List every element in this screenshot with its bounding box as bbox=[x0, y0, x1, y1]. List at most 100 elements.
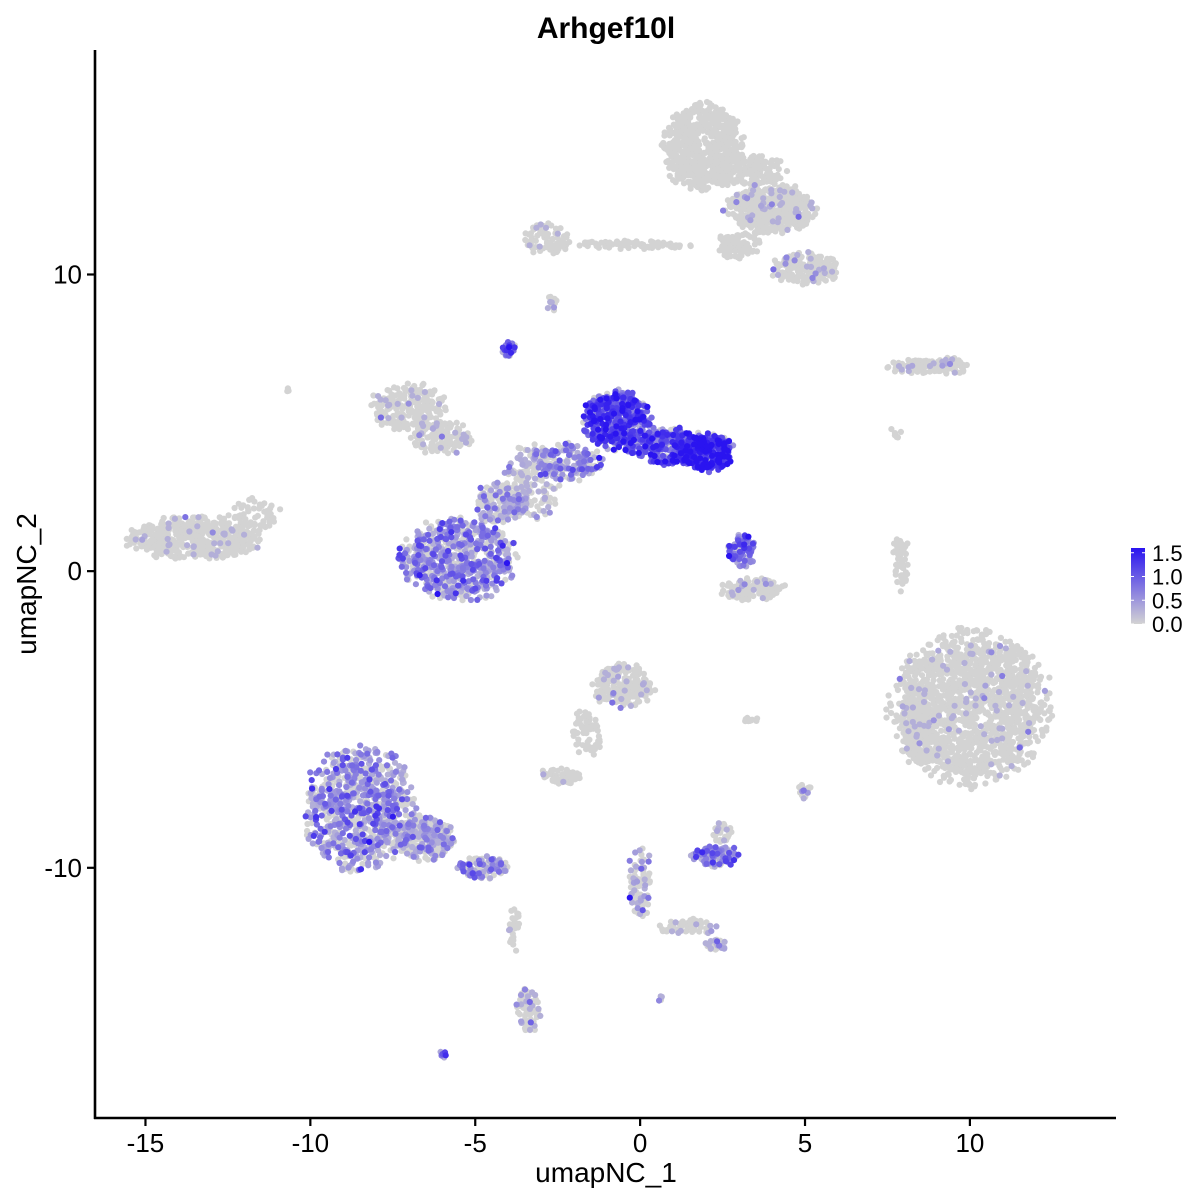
cell-point bbox=[754, 170, 761, 177]
cell-point bbox=[1036, 716, 1044, 723]
cell-point bbox=[987, 769, 994, 776]
cell-point bbox=[503, 480, 511, 487]
cell-point bbox=[606, 239, 613, 246]
cell-point bbox=[883, 714, 890, 721]
cell-point bbox=[143, 544, 150, 551]
cell-point bbox=[666, 172, 673, 180]
cell-point bbox=[407, 408, 414, 415]
cell-point bbox=[681, 134, 689, 142]
cell-point bbox=[631, 243, 638, 250]
cell-point bbox=[158, 521, 165, 529]
cell-point bbox=[668, 153, 675, 160]
cell-point bbox=[983, 654, 990, 662]
cell-point bbox=[1003, 773, 1010, 780]
cell-point bbox=[566, 239, 573, 246]
cell-point bbox=[738, 144, 745, 151]
cell-point bbox=[517, 445, 524, 452]
cell-point bbox=[1004, 736, 1012, 744]
cell-point bbox=[249, 495, 256, 502]
cell-point bbox=[973, 736, 980, 743]
cell-point bbox=[936, 778, 944, 786]
cell-point bbox=[1046, 674, 1053, 681]
cell-point bbox=[613, 240, 620, 247]
cell-point bbox=[512, 551, 519, 558]
cell-point bbox=[743, 201, 750, 208]
cell-point bbox=[199, 528, 206, 536]
cell-point bbox=[774, 171, 781, 178]
cell-point bbox=[898, 579, 905, 586]
cell-point bbox=[799, 219, 807, 227]
cell-point bbox=[997, 764, 1004, 771]
cell-point bbox=[772, 225, 779, 232]
cell-point bbox=[240, 502, 247, 509]
cell-point bbox=[958, 693, 965, 700]
cell-point bbox=[528, 237, 535, 244]
cell-point bbox=[422, 519, 430, 526]
cell-point bbox=[664, 147, 671, 154]
cell-point bbox=[917, 680, 924, 687]
cell-point bbox=[962, 722, 969, 729]
cell-point bbox=[720, 129, 727, 136]
cell-point bbox=[422, 449, 429, 456]
cell-point bbox=[1029, 653, 1036, 660]
cell-point bbox=[996, 650, 1003, 657]
chart-title: Arhgef10l bbox=[537, 12, 675, 45]
cell-point bbox=[264, 512, 271, 519]
cell-point bbox=[927, 664, 934, 671]
cell-point bbox=[192, 538, 199, 545]
cell-point bbox=[548, 222, 555, 229]
cell-point bbox=[947, 689, 954, 697]
cell-point bbox=[530, 249, 537, 256]
cell-point bbox=[950, 680, 957, 687]
cell-point bbox=[741, 165, 748, 172]
cell-point bbox=[388, 391, 395, 398]
cell-point bbox=[260, 522, 267, 529]
cell-point bbox=[672, 157, 680, 164]
cell-point bbox=[242, 549, 249, 556]
cell-point bbox=[715, 136, 722, 143]
cell-point bbox=[1014, 676, 1021, 683]
cell-point bbox=[902, 685, 909, 692]
cell-point bbox=[534, 232, 541, 239]
cell-point bbox=[588, 238, 596, 245]
cell-point bbox=[576, 477, 583, 484]
cell-point bbox=[709, 169, 716, 176]
cell-point bbox=[935, 692, 942, 699]
cell-point bbox=[821, 259, 829, 266]
cell-point bbox=[1035, 661, 1042, 668]
cell-point bbox=[729, 130, 737, 137]
cell-point bbox=[370, 392, 377, 399]
cell-point bbox=[206, 523, 213, 531]
data-points bbox=[123, 98, 1056, 1061]
cell-point bbox=[687, 136, 694, 144]
cell-point bbox=[704, 112, 712, 119]
cell-point bbox=[239, 524, 246, 531]
cell-point bbox=[990, 729, 997, 736]
cell-point bbox=[1003, 708, 1010, 716]
cell-point bbox=[739, 223, 746, 231]
cell-point bbox=[957, 359, 964, 366]
cell-point bbox=[594, 448, 601, 455]
cell-point bbox=[760, 179, 767, 186]
cell-point bbox=[935, 697, 942, 704]
cell-point bbox=[719, 581, 726, 589]
cell-point bbox=[424, 434, 431, 441]
cell-point bbox=[997, 634, 1005, 642]
cell-point bbox=[552, 225, 560, 232]
cell-point bbox=[1000, 744, 1007, 751]
cell-point bbox=[896, 540, 903, 547]
cell-point bbox=[970, 774, 977, 782]
cell-point bbox=[1010, 714, 1017, 721]
cell-point bbox=[885, 692, 892, 699]
cell-point bbox=[1049, 712, 1056, 719]
cell-point bbox=[1047, 704, 1054, 711]
cell-point bbox=[202, 548, 209, 555]
cell-point bbox=[180, 554, 187, 561]
cell-point bbox=[921, 658, 928, 665]
cell-point bbox=[955, 625, 962, 632]
cell-point bbox=[953, 756, 960, 763]
cell-point bbox=[726, 581, 733, 588]
cell-point bbox=[1012, 702, 1020, 709]
cell-point bbox=[245, 507, 252, 514]
